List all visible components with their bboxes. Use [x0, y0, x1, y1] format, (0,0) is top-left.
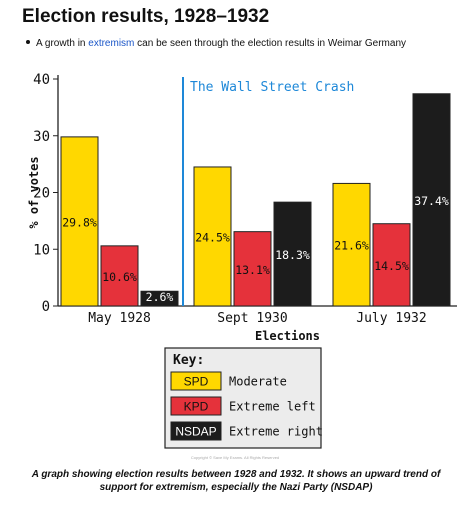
bar-kpd	[372, 223, 411, 307]
legend-swatch-spd	[170, 371, 222, 391]
bar-nsdap	[140, 290, 179, 307]
y-tick-label: 20	[33, 186, 50, 202]
x-tick-label: July 1932	[356, 311, 426, 326]
y-tick-label: 0	[42, 299, 50, 315]
bullet-dot-icon	[26, 40, 30, 45]
bar-value-label: 13.1%	[235, 263, 270, 277]
legend-title: Key:	[173, 353, 204, 368]
bar-value-label: 24.5%	[195, 230, 230, 244]
y-axis-title: % of votes	[27, 156, 41, 228]
bar-kpd	[100, 245, 139, 307]
bar-value-label: 37.4%	[414, 194, 449, 208]
legend-item-label: Extreme right	[229, 425, 323, 439]
bullet-text-after: can be seen through the election results…	[134, 38, 407, 49]
figure-caption: A graph showing election results between…	[31, 469, 441, 493]
page-title: Election results, 1928–1932	[22, 6, 270, 27]
legend-item-label: Extreme left	[229, 400, 316, 414]
bar-value-label: 14.5%	[374, 259, 409, 273]
bullet-text-before: A growth in	[36, 38, 89, 49]
y-tick-label: 10	[33, 242, 50, 258]
x-tick-label: May 1928	[88, 311, 151, 326]
bar-nsdap	[412, 93, 451, 307]
bar-nsdap	[273, 201, 312, 307]
bar-value-label: 2.6%	[146, 290, 174, 304]
legend-swatch-kpd	[170, 396, 222, 416]
bar-value-label: 10.6%	[102, 270, 137, 284]
bar-spd	[193, 166, 232, 307]
bar-value-label: 18.3%	[275, 248, 310, 262]
legend-key-label: NSDAP	[175, 425, 216, 439]
y-tick-label: 30	[33, 129, 50, 145]
election-bar-chart: 0 10 20 30 40 % of votes 29.8% 10.6% 2.6% May 192…	[27, 72, 457, 449]
x-tick-label: Sept 1930	[217, 311, 287, 326]
copyright-notice: Copyright © Save My Exams. All Rights Re…	[190, 455, 280, 460]
annotation-label: The Wall Street Crash	[190, 80, 354, 95]
legend-item-label: Moderate	[229, 375, 287, 389]
bar-value-label: 29.8%	[62, 215, 97, 229]
legend-key-label: SPD	[184, 375, 209, 389]
legend-swatch-nsdap	[170, 421, 222, 441]
bar-kpd	[233, 231, 272, 307]
legend-key-label: KPD	[184, 400, 209, 414]
y-tick-label: 40	[33, 72, 50, 88]
bar-spd	[60, 136, 99, 307]
bar-spd	[332, 182, 371, 307]
bar-value-label: 21.6%	[334, 239, 369, 253]
intro-bullet: A growth in extremism can be seen throug…	[26, 38, 406, 49]
extremism-link[interactable]: extremism	[88, 38, 135, 49]
x-axis-title: Elections	[255, 329, 320, 343]
